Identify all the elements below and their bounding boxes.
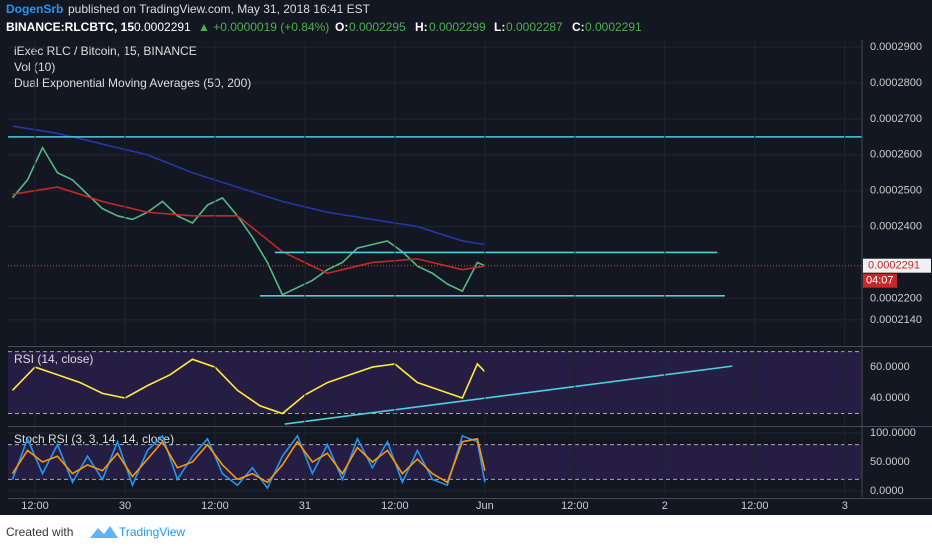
price-tag — [863, 258, 931, 273]
y-tick-label: 0.0002200 — [870, 292, 922, 304]
x-tick-label: 12:00 — [381, 500, 409, 512]
y-tick-label: 0.0002140 — [870, 314, 922, 326]
countdown-tag — [863, 273, 897, 288]
published: published on TradingView.com, May 31, 20… — [68, 2, 371, 16]
y-tick-label: 40.0000 — [870, 392, 910, 404]
h-label: H: — [415, 20, 428, 34]
x-tick-label: Jun — [476, 500, 494, 512]
l: 0.0002287 — [506, 20, 563, 34]
l-label: L: — [494, 20, 505, 34]
created-with: Created with — [6, 525, 73, 539]
author: DogenSrb — [6, 2, 63, 16]
x-tick-label: 12:00 — [201, 500, 229, 512]
x-tick-label: 12:00 — [21, 500, 49, 512]
series-line — [12, 186, 485, 275]
series-line — [12, 125, 485, 246]
c: 0.0002291 — [585, 20, 642, 34]
c-label: C: — [572, 20, 585, 34]
h: 0.0002299 — [429, 20, 486, 34]
x-tick-label: 31 — [299, 500, 311, 512]
y-tick-label: 0.0002800 — [870, 77, 922, 89]
brand-logo — [90, 526, 118, 538]
legend-text: Stoch RSI (3, 3, 14, 14, close) — [14, 432, 174, 446]
x-tick-label: 2 — [662, 500, 668, 512]
series-line — [11, 434, 486, 490]
y-tick-label: 0.0002900 — [870, 41, 922, 53]
y-tick-label: 60.0000 — [870, 361, 910, 373]
y-tick-label: 0.0002500 — [870, 185, 922, 197]
series-line — [11, 358, 486, 415]
o: 0.0002295 — [349, 20, 406, 34]
x-tick-label: 30 — [119, 500, 131, 512]
x-tick-label: 12:00 — [561, 500, 589, 512]
legend-text: RSI (14, close) — [14, 352, 93, 366]
countdown-text: 04:07 — [866, 275, 894, 287]
y-tick-label: 0.0002600 — [870, 149, 922, 161]
y-tick-label: 50.0000 — [870, 456, 910, 468]
series-line — [11, 437, 486, 484]
x-tick-label: 12:00 — [741, 500, 769, 512]
y-tick-label: 100.0000 — [870, 427, 916, 439]
y-tick-label: 0.0000 — [870, 485, 904, 497]
band — [8, 351, 862, 414]
series-line — [284, 365, 733, 425]
price-tag-text: 0.0002291 — [868, 260, 920, 272]
brand[interactable]: TradingView — [119, 525, 185, 539]
o-label: O: — [335, 20, 348, 34]
legend-text: iExec RLC / Bitcoin, 15, BINANCE — [14, 44, 197, 58]
price: 0.0002291 — [134, 20, 191, 34]
symbol: BINANCE:RLCBTC, 15 — [6, 20, 134, 34]
y-tick-label: 0.0002700 — [870, 113, 922, 125]
chart-bg — [0, 0, 932, 515]
x-tick-label: 3 — [842, 500, 848, 512]
y-tick-label: 0.0002400 — [870, 220, 922, 232]
change: ▲ +0.0000019 (+0.84%) — [198, 20, 329, 34]
legend-text: Dual Exponential Moving Averages (50, 20… — [14, 76, 251, 90]
